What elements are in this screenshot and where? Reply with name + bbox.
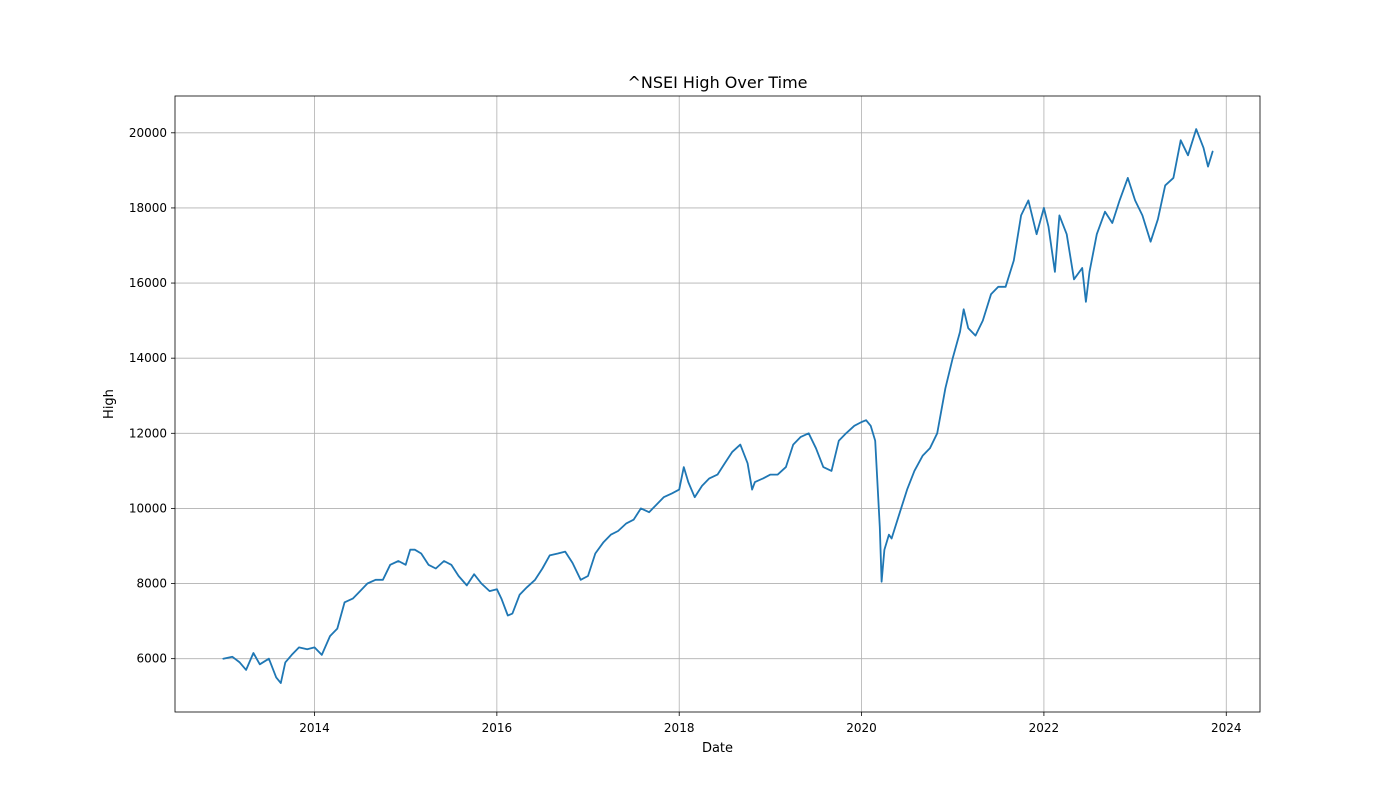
axis-ticks: 2014 2016 2018 2020 2022 2024 6000 8000 10000 120…	[129, 126, 1242, 735]
x-tick-label: 2024	[1211, 721, 1242, 735]
y-tick-label: 6000	[136, 652, 167, 666]
y-tick-label: 14000	[129, 351, 167, 365]
grid-lines	[175, 96, 1260, 712]
y-tick-label: 16000	[129, 276, 167, 290]
series-layer	[222, 128, 1214, 684]
x-tick-label: 2020	[846, 721, 877, 735]
x-tick-label: 2022	[1029, 721, 1060, 735]
y-tick-label: 12000	[129, 426, 167, 440]
y-tick-label: 8000	[136, 577, 167, 591]
x-tick-label: 2018	[664, 721, 695, 735]
chart-title: ^NSEI High Over Time	[627, 73, 807, 92]
y-tick-label: 10000	[129, 501, 167, 515]
x-tick-label: 2016	[482, 721, 513, 735]
series-line	[222, 128, 1214, 684]
x-tick-label: 2014	[299, 721, 330, 735]
y-tick-label: 18000	[129, 201, 167, 215]
y-axis-label: High	[102, 389, 117, 419]
x-axis-label: Date	[702, 741, 733, 756]
y-tick-label: 20000	[129, 126, 167, 140]
plot-frame	[174, 95, 1261, 713]
